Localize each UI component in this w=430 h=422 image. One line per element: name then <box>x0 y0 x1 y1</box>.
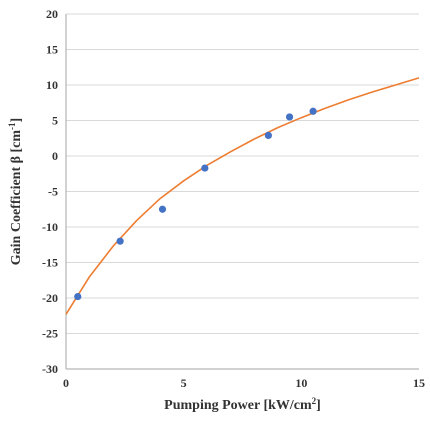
data-point <box>116 237 124 245</box>
x-tick-label: 0 <box>63 376 69 390</box>
data-points-layer <box>74 107 317 301</box>
y-tick-label: 0 <box>52 149 58 163</box>
data-point <box>285 113 294 121</box>
y-tick-label: -15 <box>42 256 58 270</box>
y-tick-label: 10 <box>46 78 58 92</box>
axes <box>65 14 419 370</box>
y-tick-label: -10 <box>42 220 58 234</box>
y-tick-label: -30 <box>42 362 58 376</box>
fit-curve <box>65 77 420 315</box>
x-tick-label: 5 <box>181 376 187 390</box>
fit-curve-layer <box>65 77 420 315</box>
y-tick-label: -5 <box>48 185 58 199</box>
y-tick-label: -20 <box>42 291 58 305</box>
data-point <box>201 164 209 172</box>
y-tick-label: -25 <box>42 327 58 341</box>
data-point <box>74 292 82 301</box>
data-point <box>309 107 317 115</box>
y-tick-label: 5 <box>52 114 58 128</box>
data-point <box>264 131 272 140</box>
tick-labels: -30 -25 -20 -15 -10 -5 0 5 10 15 20 0 5 10 15 <box>42 7 425 390</box>
x-axis-title: Pumping Power [kW/cm2] <box>164 396 321 413</box>
y-tick-label: 20 <box>46 7 58 21</box>
grid-lines <box>66 13 419 370</box>
y-tick-label: 15 <box>46 43 58 57</box>
y-axis-title: Gain Coefficient β [cm-1] <box>7 118 24 265</box>
data-point <box>158 205 167 213</box>
x-tick-label: 10 <box>295 376 307 390</box>
x-tick-label: 15 <box>413 376 425 390</box>
